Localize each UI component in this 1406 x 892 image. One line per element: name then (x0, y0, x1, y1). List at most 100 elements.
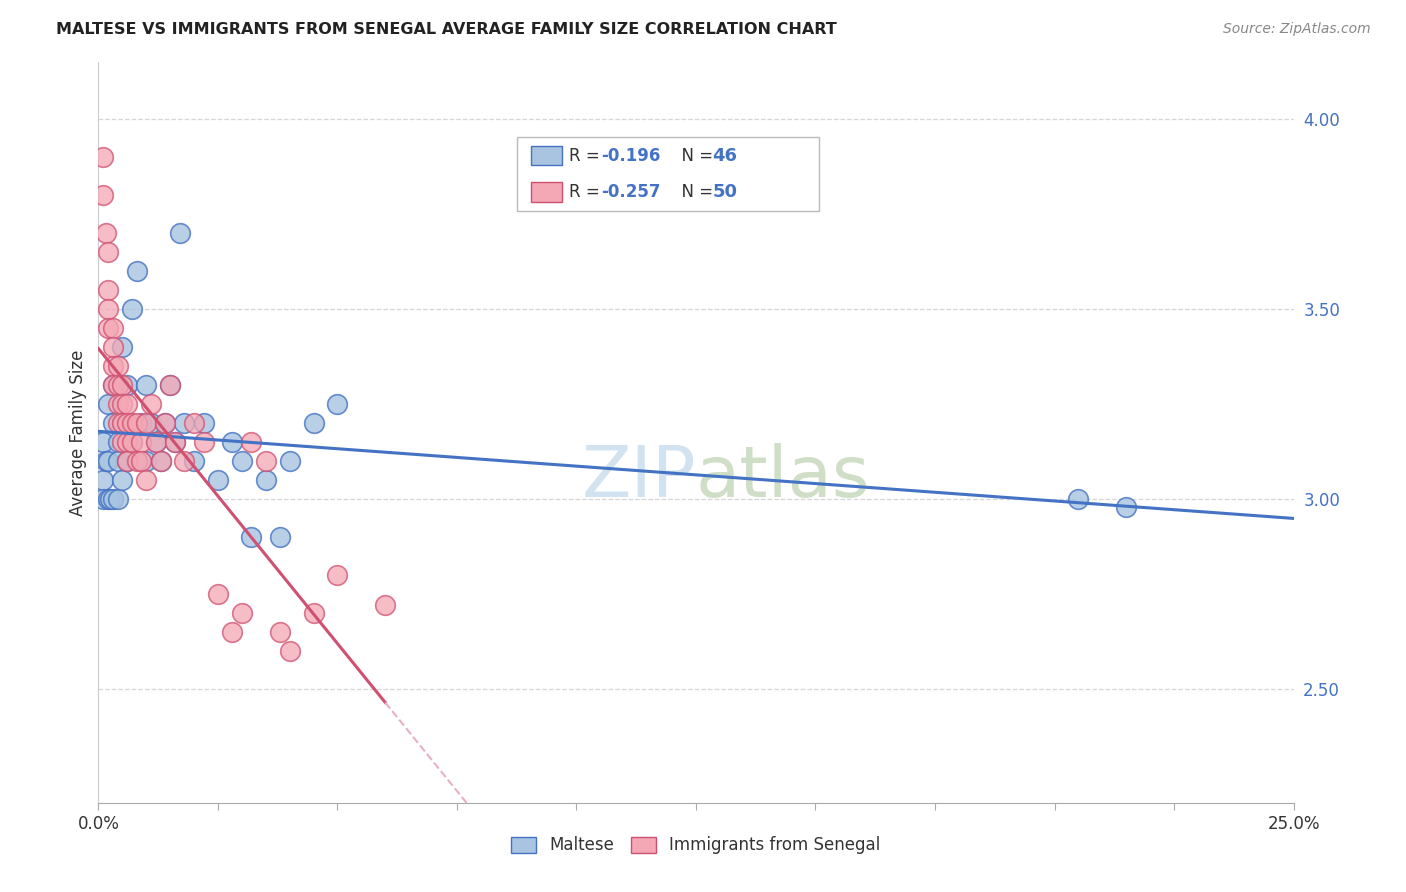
Point (115, 454, 138, 468)
Point (91, 435, 114, 450)
Point (107, 454, 129, 468)
Text: N =: N = (672, 146, 718, 165)
Point (326, 397, 349, 411)
Point (159, 378, 181, 392)
Text: R =: R = (569, 183, 605, 202)
Point (101, 491, 124, 506)
Point (111, 435, 134, 450)
Point (101, 359, 124, 374)
Point (207, 587, 229, 601)
Point (107, 359, 129, 374)
Point (111, 473, 134, 487)
Text: ZIP: ZIP (582, 442, 696, 511)
Point (115, 454, 138, 468)
Point (115, 435, 138, 450)
Point (101, 416, 124, 430)
Point (125, 454, 148, 468)
Point (107, 416, 129, 430)
Point (97, 454, 120, 468)
Point (302, 416, 325, 430)
Point (240, 435, 263, 450)
Point (221, 435, 243, 450)
Point (98, 491, 122, 506)
Point (278, 644, 301, 658)
Text: Source: ZipAtlas.com: Source: ZipAtlas.com (1223, 22, 1371, 37)
Point (269, 624, 291, 639)
Point (302, 606, 325, 620)
Text: 46: 46 (713, 146, 737, 165)
Point (121, 435, 143, 450)
Point (254, 473, 277, 487)
Point (135, 473, 157, 487)
Point (135, 378, 157, 392)
Point (145, 435, 167, 450)
Point (107, 491, 129, 506)
Point (163, 435, 186, 450)
Point (101, 340, 124, 354)
Point (131, 435, 153, 450)
Point (221, 624, 243, 639)
Point (111, 397, 134, 411)
Point (97, 491, 120, 506)
Point (107, 435, 129, 450)
Point (111, 378, 134, 392)
Point (135, 416, 157, 430)
Point (1115, 500, 1137, 514)
Point (97, 245, 120, 260)
Point (169, 227, 191, 241)
Text: atlas: atlas (696, 442, 870, 511)
Point (1067, 491, 1090, 506)
Point (155, 416, 177, 430)
Point (278, 454, 301, 468)
Text: 50: 50 (713, 183, 737, 202)
Point (159, 378, 181, 392)
Point (163, 435, 186, 450)
Point (125, 264, 148, 278)
Point (91, 188, 114, 202)
Legend: Maltese, Immigrants from Senegal: Maltese, Immigrants from Senegal (505, 830, 887, 861)
Point (193, 435, 215, 450)
Point (115, 378, 138, 392)
Point (131, 454, 153, 468)
Point (149, 454, 172, 468)
Point (135, 454, 157, 468)
Point (207, 473, 229, 487)
Point (231, 454, 253, 468)
Point (94, 227, 117, 241)
Point (131, 416, 153, 430)
Point (326, 568, 349, 582)
Point (91, 150, 114, 164)
Point (183, 416, 205, 430)
Text: N =: N = (672, 183, 718, 202)
Point (107, 378, 129, 392)
Point (97, 321, 120, 335)
Point (101, 378, 124, 392)
Point (269, 530, 291, 544)
Point (139, 397, 162, 411)
Point (183, 454, 205, 468)
Point (111, 340, 134, 354)
Point (107, 397, 129, 411)
Point (115, 397, 138, 411)
Point (111, 416, 134, 430)
Point (91, 491, 114, 506)
Point (155, 416, 177, 430)
Point (173, 454, 195, 468)
Text: R =: R = (569, 146, 605, 165)
Point (145, 435, 167, 450)
Text: -0.196: -0.196 (602, 146, 661, 165)
Point (173, 416, 195, 430)
Point (254, 454, 277, 468)
Point (111, 416, 134, 430)
Point (125, 416, 148, 430)
Point (149, 454, 172, 468)
Point (121, 416, 143, 430)
Point (97, 397, 120, 411)
Point (121, 435, 143, 450)
Point (115, 416, 138, 430)
Point (240, 530, 263, 544)
Point (374, 599, 396, 613)
Point (91, 473, 114, 487)
Point (94, 454, 117, 468)
Point (139, 416, 162, 430)
